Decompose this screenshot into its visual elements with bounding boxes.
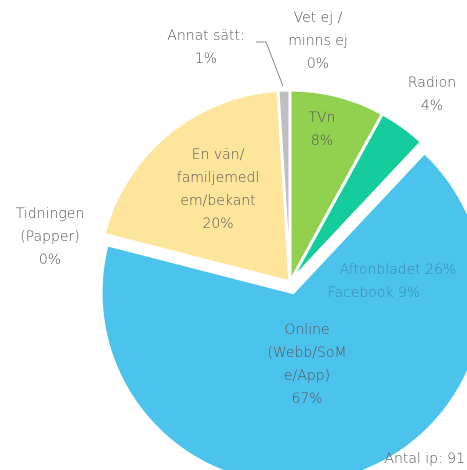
slice-value-label: 1%: [195, 51, 217, 67]
pie-slice: [102, 88, 292, 284]
slice-label: e/App): [284, 368, 330, 384]
slice-label: Radion: [408, 75, 456, 91]
slice-label: Tidningen: [16, 206, 84, 222]
slice-value-label: 67%: [291, 391, 322, 407]
slice-label: En vän/: [192, 147, 245, 163]
annotation: Antal ip: 91: [384, 451, 465, 467]
slice-label: familjemedl: [177, 170, 259, 186]
slice-label: TVn: [308, 110, 335, 126]
slice-label: (Webb/SoM: [267, 345, 346, 361]
slice-label: Annat sätt:: [167, 28, 244, 44]
pie: [99, 88, 467, 470]
leader-line: [265, 41, 284, 87]
slice-label: (Papper): [20, 229, 79, 245]
pie-slice: [288, 111, 424, 284]
slice-value-label: 0%: [307, 56, 329, 72]
slice-label: em/bekant: [180, 193, 255, 209]
slice-value-label: 4%: [421, 98, 443, 114]
pie-slice: [276, 88, 292, 283]
slice-value-label: 8%: [311, 133, 333, 149]
slice-value-label: 20%: [202, 216, 233, 232]
slice-label: Online: [284, 322, 329, 338]
pie-slice: [99, 150, 467, 470]
annotation: Aftonbladet 26%: [340, 262, 457, 278]
slice-label: minns ej: [288, 33, 348, 49]
annotation: Facebook 9%: [328, 285, 420, 301]
labels: Vet ej / minns ej 0% TVn 8% Radion 4% Online (We…: [16, 10, 465, 467]
slice-value-label: 0%: [39, 252, 61, 268]
slice-label: Vet ej /: [294, 10, 343, 26]
pie-slice: [288, 88, 385, 283]
